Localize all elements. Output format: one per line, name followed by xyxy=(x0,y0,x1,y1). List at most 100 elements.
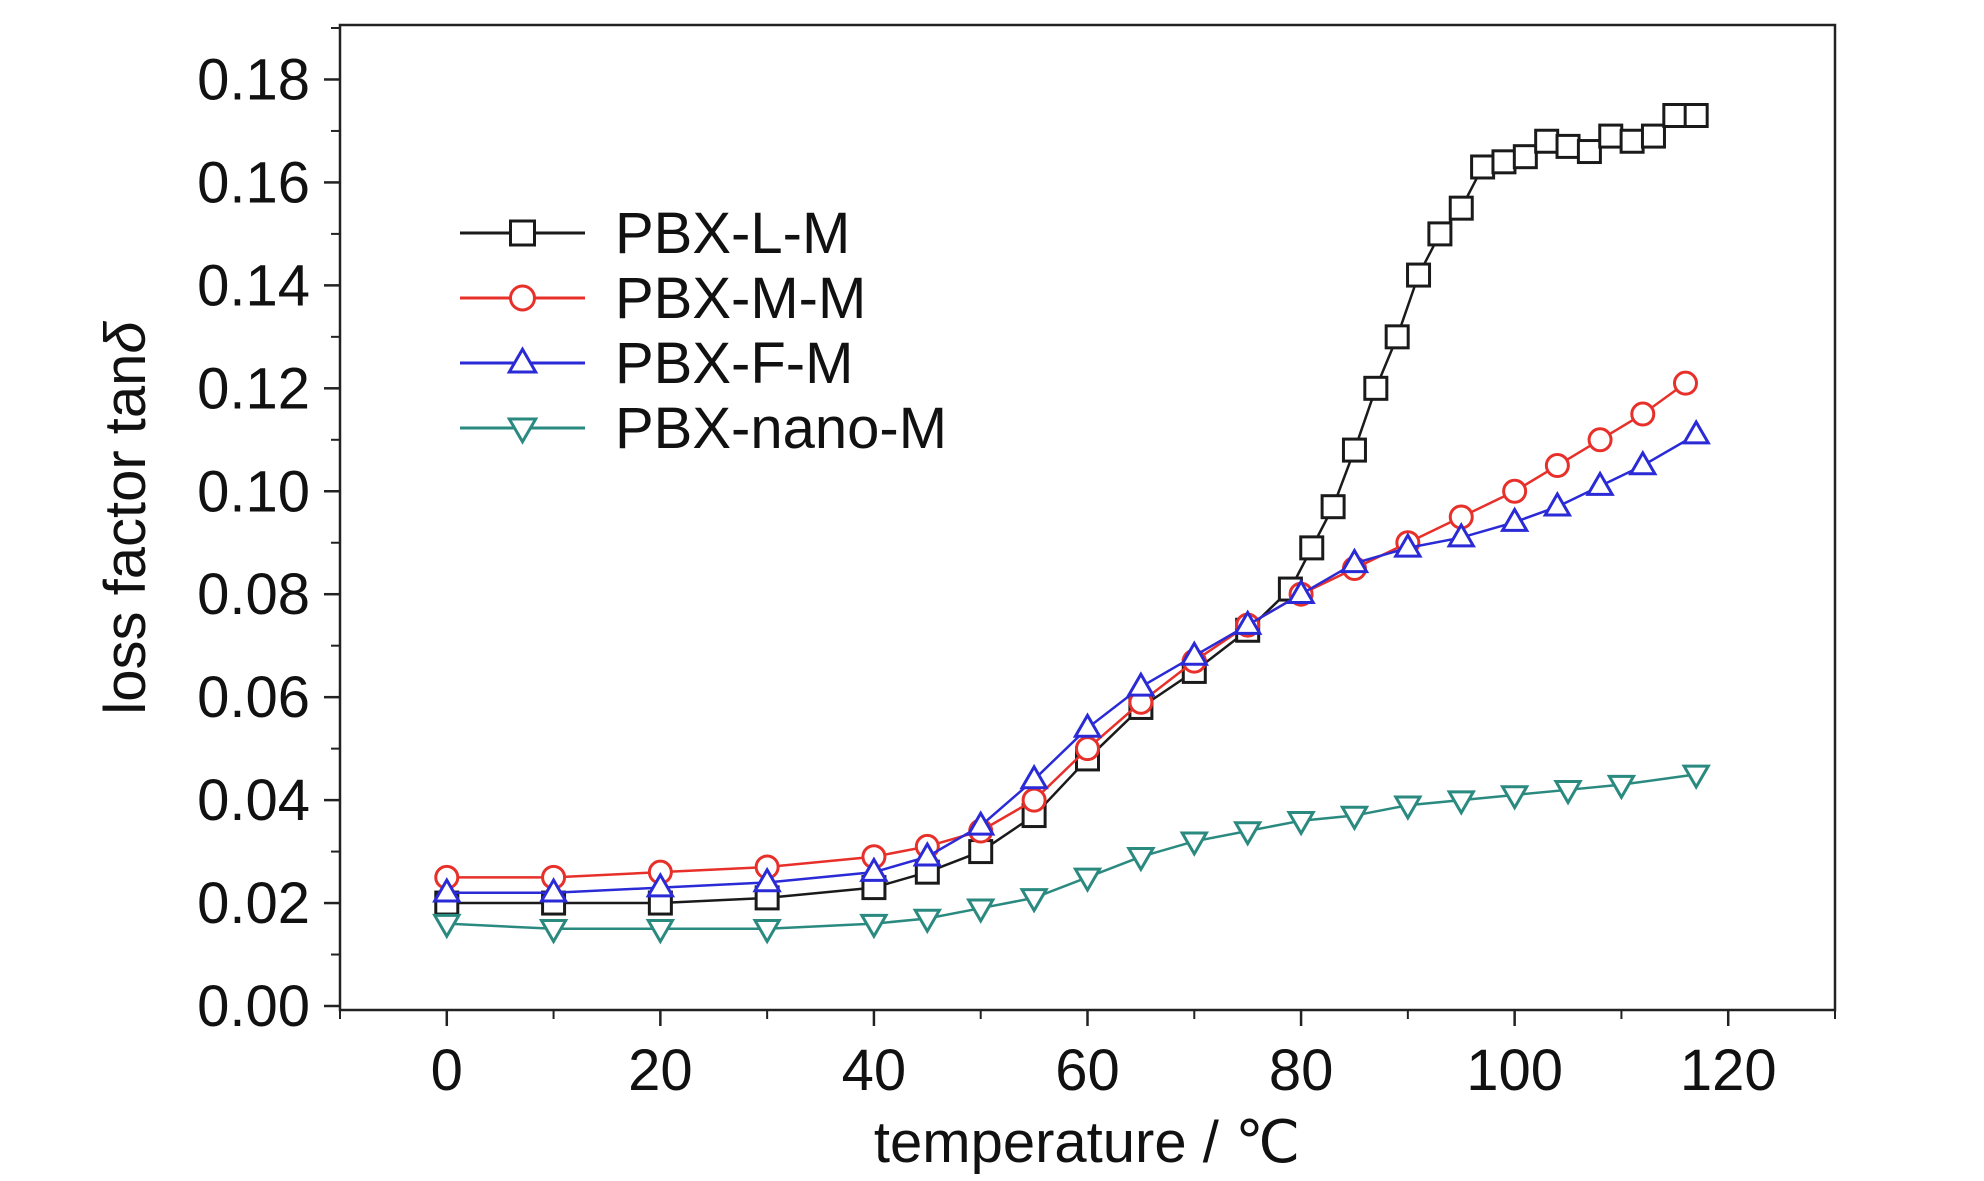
x-axis-label: temperature / ℃ xyxy=(874,1110,1300,1175)
series-layer xyxy=(432,103,1711,945)
data-point xyxy=(1286,578,1316,604)
data-point xyxy=(1491,149,1517,175)
data-point xyxy=(752,866,782,893)
data-point xyxy=(1681,764,1711,791)
data-point xyxy=(1683,103,1709,129)
data-point xyxy=(1075,736,1100,762)
data-point xyxy=(1544,453,1570,479)
data-point xyxy=(1126,846,1156,873)
y-tick-label: 0.06 xyxy=(197,665,310,730)
data-point xyxy=(645,919,676,945)
data-point xyxy=(859,913,889,940)
data-point xyxy=(1363,375,1389,401)
legend-label: PBX-F-M xyxy=(615,331,853,396)
data-point xyxy=(1534,128,1560,154)
legend-item: PBX-M-M xyxy=(460,266,866,331)
data-point xyxy=(1553,780,1583,806)
x-tick-label: 120 xyxy=(1680,1038,1777,1103)
y-tick-label: 0.12 xyxy=(197,356,310,421)
y-tick-label: 0.14 xyxy=(197,253,310,318)
data-point xyxy=(1448,195,1474,221)
y-tick-label: 0.08 xyxy=(197,562,310,627)
data-point xyxy=(912,841,943,867)
legend-marker xyxy=(506,417,539,445)
data-point xyxy=(1598,123,1624,149)
data-point xyxy=(1470,154,1496,180)
data-point xyxy=(1232,609,1263,635)
data-point xyxy=(1662,103,1688,129)
data-point xyxy=(1179,831,1209,857)
data-point xyxy=(859,856,889,882)
data-point xyxy=(1499,785,1530,811)
data-point xyxy=(752,919,782,945)
y-tick-label: 0.00 xyxy=(197,974,310,1039)
data-point xyxy=(1619,128,1645,154)
data-point xyxy=(1072,867,1103,893)
x-tick-label: 100 xyxy=(1466,1038,1563,1103)
data-point xyxy=(432,877,462,903)
data-point xyxy=(1179,640,1209,666)
legend-item: PBX-F-M xyxy=(460,331,853,396)
data-point xyxy=(1341,437,1367,463)
plot-frame xyxy=(338,23,1837,1012)
data-point xyxy=(1019,888,1049,914)
legend-label: PBX-M-M xyxy=(615,266,866,331)
data-point xyxy=(1542,491,1573,517)
data-point xyxy=(1126,671,1156,697)
data-point xyxy=(1339,547,1370,574)
data-point xyxy=(1606,774,1637,801)
y-axis-label-symbol: δ xyxy=(93,321,158,354)
data-point xyxy=(1512,144,1538,170)
x-axis-ticks: 0 20 40 60 80 100 120 xyxy=(339,1010,1836,1103)
legend-label: PBX-nano-M xyxy=(615,396,947,461)
data-point xyxy=(1446,521,1476,548)
y-tick-label: 0.02 xyxy=(197,871,310,936)
x-tick-label: 60 xyxy=(1055,1038,1120,1103)
data-point xyxy=(1587,427,1613,453)
y-tick-label: 0.10 xyxy=(197,459,310,524)
data-point xyxy=(1320,494,1346,520)
data-point xyxy=(1019,763,1049,790)
data-point xyxy=(968,839,994,865)
data-point xyxy=(645,871,676,898)
data-point xyxy=(1393,795,1423,821)
data-point xyxy=(1384,324,1410,350)
data-point xyxy=(1640,123,1666,149)
x-tick-label: 20 xyxy=(628,1038,693,1103)
x-tick-label: 80 xyxy=(1269,1038,1334,1103)
data-point xyxy=(1630,401,1656,427)
data-point xyxy=(1286,810,1316,837)
data-point xyxy=(1499,506,1530,532)
series-PBX-nano-M xyxy=(432,764,1711,945)
data-point xyxy=(966,898,996,924)
data-point xyxy=(1232,821,1263,847)
data-point xyxy=(1406,262,1432,288)
data-point xyxy=(1673,370,1698,396)
data-point xyxy=(1339,805,1370,832)
data-point xyxy=(1299,535,1325,561)
data-point xyxy=(432,913,462,940)
data-point xyxy=(1576,139,1602,165)
legend-marker xyxy=(506,346,539,374)
data-point xyxy=(538,877,569,903)
data-point xyxy=(538,919,569,945)
data-point xyxy=(966,810,996,836)
data-point xyxy=(1021,787,1047,813)
data-point xyxy=(1681,418,1711,445)
data-point xyxy=(1072,712,1103,738)
series-line xyxy=(446,433,1697,895)
series-PBX-F-M xyxy=(432,418,1711,903)
legend-item: PBX-L-M xyxy=(460,201,850,266)
legend-marker xyxy=(509,284,536,312)
data-point xyxy=(1427,221,1453,247)
legend-item: PBX-nano-M xyxy=(460,396,947,461)
x-tick-label: 0 xyxy=(431,1038,463,1103)
data-point xyxy=(1393,532,1423,558)
series-line xyxy=(446,773,1697,931)
data-point xyxy=(1585,470,1615,496)
data-point xyxy=(1628,449,1658,476)
data-point xyxy=(912,908,943,935)
data-point xyxy=(1502,478,1528,504)
